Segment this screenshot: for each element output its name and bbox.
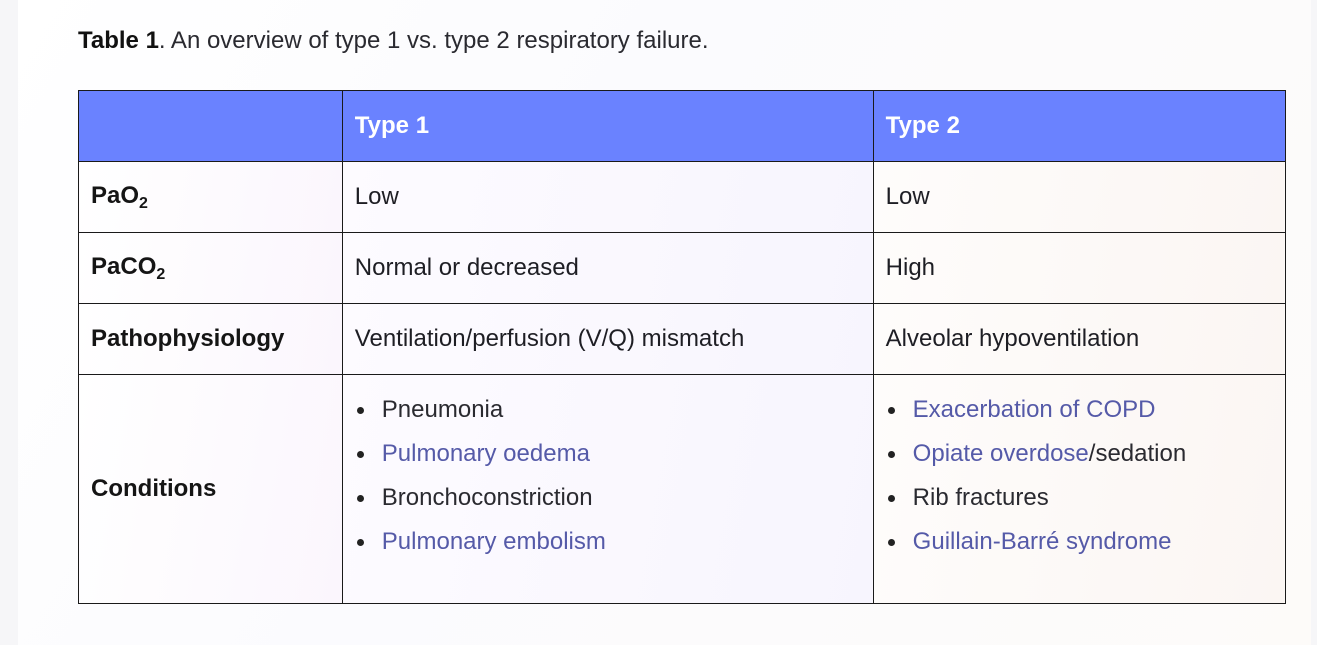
- table-row-pao2: PaO2 Low Low: [78, 161, 1287, 233]
- paco2-subscript: 2: [156, 265, 166, 283]
- table-row-pathophysiology: Pathophysiology Ventilation/perfusion (V…: [78, 303, 1287, 375]
- list-item: Bronchoconstriction: [355, 483, 861, 527]
- page: Table 1. An overview of type 1 vs. type …: [18, 0, 1311, 645]
- row-label-conditions: Conditions: [78, 374, 343, 604]
- table-caption: Table 1. An overview of type 1 vs. type …: [78, 27, 709, 55]
- list-item: Pneumonia: [355, 395, 861, 439]
- condition-text: Bronchoconstriction: [381, 484, 593, 511]
- row-label-pao2: PaO2: [78, 161, 343, 233]
- pao2-type1-cell: Low: [341, 161, 874, 233]
- list-item: Pulmonary embolism: [355, 527, 861, 571]
- pao2-subscript: 2: [139, 194, 148, 212]
- pathophysiology-type1-cell: Ventilation/perfusion (V/Q) mismatch: [341, 303, 874, 375]
- list-item: Opiate overdose/sedation: [886, 439, 1273, 483]
- pathophysiology-type2-cell: Alveolar hypoventilation: [872, 303, 1287, 375]
- paco2-type1-cell: Normal or decreased: [341, 232, 874, 304]
- conditions-type1-list: Pneumonia Pulmonary oedema Bronchoconstr…: [355, 395, 861, 571]
- row-label-pathophysiology: Pathophysiology: [78, 303, 343, 375]
- condition-text-suffix: /sedation: [1088, 440, 1187, 467]
- paco2-label: PaCO: [91, 252, 157, 280]
- header-empty-cell: [78, 90, 343, 162]
- list-item: Guillain-Barré syndrome: [886, 527, 1273, 571]
- respiratory-failure-table: Type 1 Type 2 PaO2 Low Low PaCO2 Normal …: [78, 90, 1287, 604]
- header-type-1: Type 1: [341, 90, 874, 162]
- conditions-type1-cell: Pneumonia Pulmonary oedema Bronchoconstr…: [341, 374, 874, 604]
- condition-link[interactable]: Opiate overdose: [912, 440, 1089, 467]
- paco2-type2-cell: High: [872, 232, 1287, 304]
- row-label-paco2: PaCO2: [78, 232, 343, 304]
- conditions-type2-list: Exacerbation of COPD Opiate overdose/sed…: [886, 395, 1273, 571]
- condition-text: Rib fractures: [912, 484, 1049, 511]
- list-item: Exacerbation of COPD: [886, 395, 1273, 439]
- condition-link[interactable]: Pulmonary embolism: [381, 528, 606, 555]
- pao2-label: PaO: [91, 181, 140, 209]
- header-type-2: Type 2: [872, 90, 1287, 162]
- condition-link[interactable]: Pulmonary oedema: [381, 440, 590, 467]
- table-row-paco2: PaCO2 Normal or decreased High: [78, 232, 1287, 304]
- pao2-type2-cell: Low: [872, 161, 1287, 233]
- list-item: Rib fractures: [886, 483, 1273, 527]
- condition-link[interactable]: Exacerbation of COPD: [912, 396, 1156, 423]
- table-header-row: Type 1 Type 2: [78, 90, 1287, 162]
- condition-link[interactable]: Guillain-Barré syndrome: [912, 528, 1172, 555]
- table-row-conditions: Conditions Pneumonia Pulmonary oedema Br…: [78, 374, 1287, 604]
- conditions-type2-cell: Exacerbation of COPD Opiate overdose/sed…: [872, 374, 1287, 604]
- caption-label: Table 1: [78, 27, 159, 54]
- caption-text: . An overview of type 1 vs. type 2 respi…: [158, 27, 709, 54]
- condition-text: Pneumonia: [381, 396, 504, 423]
- list-item: Pulmonary oedema: [355, 439, 861, 483]
